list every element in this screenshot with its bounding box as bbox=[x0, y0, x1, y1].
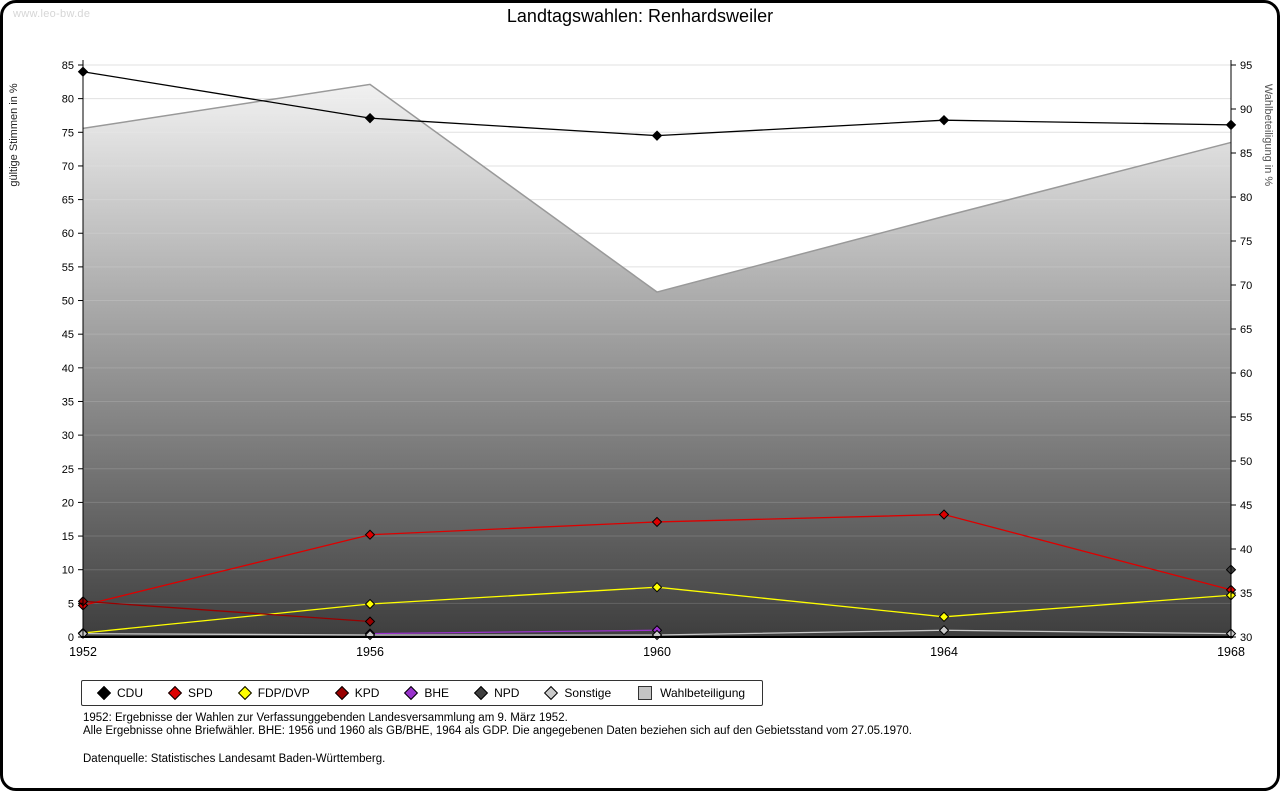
right-axis-title: Wahlbeteiligung in % bbox=[1262, 84, 1274, 187]
svg-text:1956: 1956 bbox=[356, 645, 384, 659]
svg-text:50: 50 bbox=[62, 296, 74, 308]
svg-text:85: 85 bbox=[1240, 148, 1252, 160]
legend-label-sonstige: Sonstige bbox=[564, 686, 612, 700]
turnout-line bbox=[82, 83, 1232, 293]
svg-text:45: 45 bbox=[1240, 500, 1252, 512]
legend-item-cdu: CDU bbox=[96, 685, 143, 701]
marker-spd-1960 bbox=[651, 516, 663, 528]
svg-text:75: 75 bbox=[1240, 236, 1252, 248]
svg-text:45: 45 bbox=[62, 329, 74, 341]
svg-text:30: 30 bbox=[62, 430, 74, 442]
svg-text:70: 70 bbox=[1240, 280, 1252, 292]
marker-sonstige-1964 bbox=[938, 625, 950, 636]
svg-text:75: 75 bbox=[62, 127, 74, 139]
marker-fdp-dvp-1964 bbox=[938, 611, 950, 623]
chart-title: Landtagswahlen: Renhardsweiler bbox=[506, 6, 774, 26]
legend-label-spd: SPD bbox=[188, 686, 213, 700]
fdp-dvp-diamond-marker-icon bbox=[237, 685, 252, 701]
svg-text:5: 5 bbox=[68, 598, 74, 610]
svg-text:65: 65 bbox=[1240, 324, 1252, 336]
cdu-diamond-marker-icon bbox=[96, 685, 112, 701]
marker-cdu-1956 bbox=[364, 112, 376, 124]
svg-text:55: 55 bbox=[1240, 412, 1252, 424]
spd-diamond-marker-icon bbox=[167, 685, 183, 701]
svg-text:85: 85 bbox=[62, 60, 74, 72]
svg-text:95: 95 bbox=[1240, 60, 1252, 72]
legend-item-bhe: BHE bbox=[404, 685, 450, 701]
legend-item-fdp-dvp: FDP/DVP bbox=[237, 685, 310, 701]
chart-footnotes: 1952: Ergebnisse der Wahlen zur Verfassu… bbox=[83, 712, 912, 766]
axes: 0 5 10 15 20 25 30 35 40 45 50 55 60 65 70 75 80 85 30 35 40… bbox=[8, 60, 1274, 659]
svg-text:90: 90 bbox=[1240, 104, 1252, 116]
svg-text:40: 40 bbox=[62, 363, 74, 375]
gridlines-overlay bbox=[83, 64, 1231, 604]
legend-item-wahlbeteiligung: Wahlbeteiligung bbox=[638, 686, 745, 700]
svg-text:80: 80 bbox=[1240, 192, 1252, 204]
marker-fdp-dvp-1956 bbox=[364, 598, 376, 610]
svg-text:1964: 1964 bbox=[930, 645, 958, 659]
footnote-1952: 1952: Ergebnisse der Wahlen zur Verfassu… bbox=[83, 712, 568, 724]
svg-text:60: 60 bbox=[62, 228, 74, 240]
svg-text:70: 70 bbox=[62, 161, 74, 173]
left-axis-title: gültige Stimmen in % bbox=[8, 83, 20, 187]
marker-kpd-1956 bbox=[364, 616, 376, 627]
svg-text:65: 65 bbox=[62, 195, 74, 207]
svg-text:35: 35 bbox=[1240, 588, 1252, 600]
datasource-note: Datenquelle: Statistisches Landesamt Bad… bbox=[83, 753, 386, 765]
svg-text:60: 60 bbox=[1240, 368, 1252, 380]
svg-text:40: 40 bbox=[1240, 544, 1252, 556]
marker-cdu-1960 bbox=[651, 130, 663, 141]
site-watermark: www.leo-bw.de bbox=[13, 8, 91, 20]
marker-spd-1964 bbox=[938, 509, 950, 520]
svg-text:15: 15 bbox=[62, 531, 74, 543]
marker-fdp-dvp-1960 bbox=[651, 581, 663, 593]
svg-text:0: 0 bbox=[68, 632, 74, 644]
kpd-diamond-marker-icon bbox=[334, 685, 349, 701]
footnote-methodology: Alle Ergebnisse ohne Briefwähler. BHE: 1… bbox=[83, 725, 912, 737]
chart-legend: CDU SPD FDP/DVP KPD BHE NPD Sonstige Wahlbeteil… bbox=[81, 680, 764, 706]
legend-label-wahlbeteiligung: Wahlbeteiligung bbox=[660, 686, 746, 700]
npd-diamond-marker-icon bbox=[474, 685, 489, 701]
legend-item-npd: NPD bbox=[474, 685, 520, 701]
sonstige-diamond-marker-icon bbox=[544, 685, 559, 701]
svg-text:55: 55 bbox=[62, 262, 74, 274]
svg-text:1968: 1968 bbox=[1217, 645, 1245, 659]
turnout-area bbox=[83, 84, 1231, 638]
legend-item-spd: SPD bbox=[167, 685, 213, 701]
wahlbeteiligung-square-marker-icon bbox=[638, 686, 653, 700]
svg-text:10: 10 bbox=[62, 565, 74, 577]
svg-text:50: 50 bbox=[1240, 456, 1252, 468]
bhe-diamond-marker-icon bbox=[404, 685, 419, 701]
legend-label-bhe: BHE bbox=[424, 686, 450, 700]
election-results-chart: 0 5 10 15 20 25 30 35 40 45 50 55 60 65 70 75 80 85 30 35 40… bbox=[8, 60, 1274, 659]
svg-text:30: 30 bbox=[1240, 632, 1252, 644]
legend-label-cdu: CDU bbox=[117, 686, 143, 700]
svg-text:1960: 1960 bbox=[643, 645, 671, 659]
legend-label-kpd: KPD bbox=[354, 686, 380, 700]
legend-label-fdp-dvp: FDP/DVP bbox=[257, 686, 310, 700]
marker-spd-1956 bbox=[364, 529, 376, 540]
marker-cdu-1964 bbox=[938, 114, 950, 126]
svg-text:35: 35 bbox=[62, 396, 74, 408]
svg-text:25: 25 bbox=[62, 464, 74, 476]
svg-text:1952: 1952 bbox=[69, 645, 97, 659]
legend-item-kpd: KPD bbox=[334, 685, 380, 701]
legend-label-npd: NPD bbox=[494, 686, 520, 700]
legend-item-sonstige: Sonstige bbox=[544, 685, 612, 701]
svg-text:20: 20 bbox=[62, 497, 74, 509]
svg-text:80: 80 bbox=[62, 94, 74, 106]
